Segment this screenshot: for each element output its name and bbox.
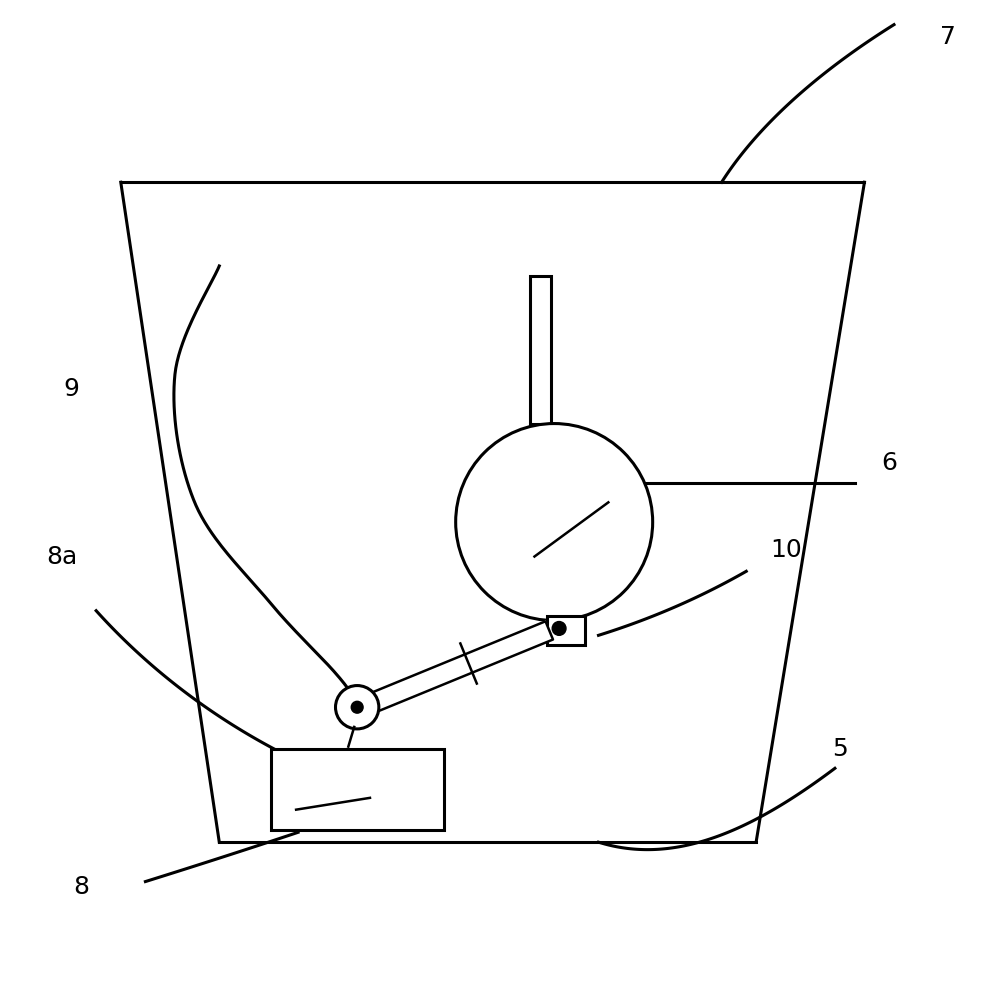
Text: 10: 10	[770, 538, 802, 561]
Circle shape	[456, 424, 653, 621]
Bar	[271, 749, 444, 830]
Text: 9: 9	[64, 377, 79, 401]
Text: 5: 5	[832, 737, 848, 760]
Bar	[530, 276, 551, 424]
Bar	[547, 616, 585, 645]
Text: 8a: 8a	[46, 545, 77, 568]
Circle shape	[351, 701, 363, 713]
Text: 6: 6	[881, 451, 897, 475]
Text: 8: 8	[73, 875, 89, 898]
Polygon shape	[353, 622, 553, 718]
Text: 7: 7	[940, 26, 956, 49]
Circle shape	[336, 686, 379, 729]
Circle shape	[552, 622, 566, 635]
